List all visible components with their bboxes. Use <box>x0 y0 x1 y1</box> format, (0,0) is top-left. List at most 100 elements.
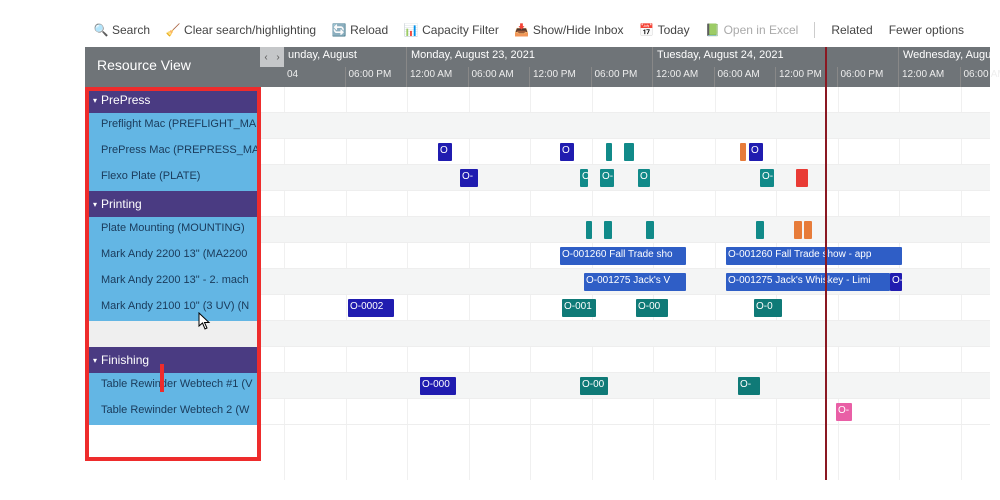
timeline-grid: OOOO-OO-OO-O-001260 Fall Trade shoO-0012… <box>260 87 990 480</box>
task-bar[interactable]: O-001275 Jack's Whiskey - Limi <box>726 273 890 291</box>
toolbar-item-label: Show/Hide Inbox <box>533 23 624 37</box>
timeline-hour-header: 12:00 AM <box>653 67 715 87</box>
resource-row[interactable]: Plate Mounting (MOUNTING) <box>85 217 260 243</box>
collapse-icon[interactable]: ▾ <box>93 356 97 365</box>
toolbar-today-button[interactable]: 📅 Today <box>640 23 690 37</box>
timeline-row: O- <box>260 399 990 425</box>
task-bar[interactable]: O-0002 <box>348 299 394 317</box>
search-icon: 🔍 <box>94 23 108 37</box>
toolbar-item-label: Today <box>658 23 690 37</box>
toolbar-reload-button[interactable]: 🔄 Reload <box>332 23 388 37</box>
task-bar[interactable]: O-001260 Fall Trade sho <box>560 247 686 265</box>
task-bar[interactable]: O <box>580 169 588 187</box>
timeline-day-header: unday, August <box>284 47 407 67</box>
task-bar[interactable] <box>646 221 654 239</box>
toolbar-clear-button[interactable]: 🧹Clear search/highlighting <box>166 23 316 37</box>
task-bar[interactable]: O- <box>890 273 902 291</box>
task-bar[interactable]: O- <box>738 377 760 395</box>
timeline-row: O- O O- O O- <box>260 165 990 191</box>
toolbar-item-label: Open in Excel <box>724 23 799 37</box>
timeline-day-header: Monday, August 23, 2021 <box>407 47 653 67</box>
task-bar[interactable]: O <box>438 143 452 161</box>
resource-group-header: ▾ Finishing <box>85 347 260 373</box>
task-bar[interactable]: O <box>749 143 763 161</box>
timeline-row <box>260 321 990 347</box>
scroll-right-button[interactable]: › <box>272 47 284 67</box>
resource-sidebar: ▾ PrePress Preflight Mac (PREFLIGHT_MAPreP… <box>85 87 260 480</box>
excel-icon: 📗 <box>706 23 720 37</box>
toolbar-inbox-button[interactable]: 📥 Show/Hide Inbox <box>515 23 624 37</box>
collapse-icon[interactable]: ▾ <box>93 96 97 105</box>
collapse-icon[interactable]: ▾ <box>93 200 97 209</box>
timeline-row <box>260 87 990 113</box>
timeline-row <box>260 217 990 243</box>
task-bar[interactable] <box>604 221 612 239</box>
task-bar[interactable] <box>740 143 746 161</box>
toolbar-search-button[interactable]: 🔍Search <box>94 23 150 37</box>
task-bar[interactable]: O-00 <box>580 377 608 395</box>
inbox-icon: 📥 <box>515 23 529 37</box>
timeline-row <box>260 191 990 217</box>
task-bar[interactable] <box>586 221 592 239</box>
timeline-hour-header: 06:00 PM <box>592 67 654 87</box>
task-bar[interactable]: O- <box>836 403 852 421</box>
task-bar[interactable]: O-001260 Fall Trade show - app <box>726 247 902 265</box>
task-bar[interactable]: O- <box>760 169 774 187</box>
toolbar-capacity-button[interactable]: 📊 Capacity Filter <box>404 23 499 37</box>
reload-icon: 🔄 <box>332 23 346 37</box>
resource-row[interactable]: Table Rewinder Webtech 2 (W <box>85 399 260 425</box>
resource-row[interactable]: Mark Andy 2200 13" - 2. mach <box>85 269 260 295</box>
timeline-row: O-001260 Fall Trade sho O-001260 Fall Tra… <box>260 243 990 269</box>
task-bar[interactable]: O-001 <box>562 299 596 317</box>
group-label: PrePress <box>101 93 150 107</box>
timeline-row <box>260 113 990 139</box>
task-bar[interactable] <box>804 221 812 239</box>
task-bar[interactable] <box>624 143 634 161</box>
toolbar-related[interactable]: Related <box>831 23 872 37</box>
timeline-hour-header: 06:00 PM <box>346 67 408 87</box>
resource-blank-row <box>85 321 260 347</box>
task-bar[interactable] <box>756 221 764 239</box>
timeline-row: O-001275 Jack's V O-001275 Jack's Whiskey… <box>260 269 990 295</box>
task-bar[interactable]: O <box>560 143 574 161</box>
toolbar-excel-button[interactable]: 📗 Open in Excel <box>706 23 799 37</box>
group-label: Finishing <box>101 353 149 367</box>
task-bar[interactable] <box>606 143 612 161</box>
resource-row[interactable]: PrePress Mac (PREPRESS_MAC <box>85 139 260 165</box>
timeline-day-header: Tuesday, August 24, 2021 <box>653 47 899 67</box>
timeline-hour-header: 12:00 AM <box>407 67 469 87</box>
toolbar-item-label: Capacity Filter <box>422 23 499 37</box>
toolbar-item-label: Reload <box>350 23 388 37</box>
resource-row[interactable]: Flexo Plate (PLATE) <box>85 165 260 191</box>
timeline-hour-header: 06:00 PM <box>838 67 900 87</box>
task-bar[interactable]: O <box>638 169 650 187</box>
toolbar-item-label: Clear search/highlighting <box>184 23 316 37</box>
timeline-hour-header: 06:00 AM <box>469 67 531 87</box>
scroll-left-button[interactable]: ‹ <box>260 47 272 67</box>
timeline-day-header: Wednesday, August 25, 2021 <box>899 47 1000 67</box>
task-bar[interactable]: O- <box>600 169 614 187</box>
task-bar[interactable]: O-001275 Jack's V <box>584 273 686 291</box>
resource-row[interactable]: Mark Andy 2100 10" (3 UV) (N <box>85 295 260 321</box>
timeline-row: O-0002 O-001 O-00 O-0 <box>260 295 990 321</box>
task-bar[interactable]: O-000 <box>420 377 456 395</box>
task-bar[interactable]: O-0 <box>754 299 782 317</box>
task-bar[interactable] <box>794 221 802 239</box>
task-bar[interactable]: O-00 <box>636 299 668 317</box>
resource-group-header: ▾ PrePress <box>85 87 260 113</box>
task-bar[interactable] <box>796 169 808 187</box>
resource-row[interactable]: Preflight Mac (PREFLIGHT_MA <box>85 113 260 139</box>
toolbar-separator <box>814 22 815 38</box>
timeline-hour-header: 06:00 AM <box>715 67 777 87</box>
resource-row[interactable]: Table Rewinder Webtech #1 (V <box>85 373 260 399</box>
toolbar-fewer-options[interactable]: Fewer options <box>889 23 964 37</box>
timeline-hour-header: 12:00 PM <box>530 67 592 87</box>
timeline-hour-header: 12:00 PM <box>776 67 838 87</box>
timeline-row: OOO <box>260 139 990 165</box>
panel-title: Resource View <box>85 47 260 87</box>
timeline-row: O-000 O-00 O- <box>260 373 990 399</box>
today-icon: 📅 <box>640 23 654 37</box>
resource-row[interactable]: Mark Andy 2200 13" (MA2200 <box>85 243 260 269</box>
task-bar[interactable]: O- <box>460 169 478 187</box>
capacity-icon: 📊 <box>404 23 418 37</box>
